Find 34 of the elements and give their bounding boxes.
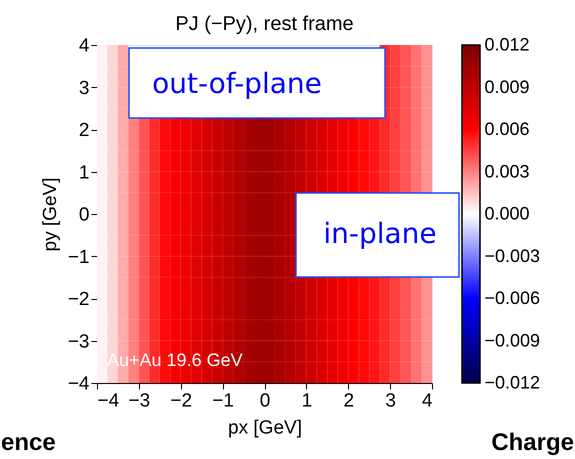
y-tick-label: −3 (68, 331, 90, 352)
y-tick-label: −2 (68, 289, 90, 310)
x-tick-label: −2 (170, 390, 192, 412)
x-tick-label: 3 (385, 390, 396, 412)
y-tick-label: 2 (78, 120, 90, 141)
color-bar-label: 0.006 (484, 119, 530, 139)
y-tick-label: −4 (68, 374, 90, 394)
x-tick-label: −1 (212, 390, 234, 412)
x-tick-label: −3 (128, 390, 150, 412)
color-bar-label: 0.000 (484, 204, 530, 224)
y-tick-label: 0 (78, 204, 90, 226)
chart-title: PJ (−Py), rest frame (175, 13, 354, 35)
x-tick-label: 4 (422, 390, 433, 412)
y-tick-label: 4 (78, 36, 90, 56)
y-tick-label: −1 (68, 246, 90, 268)
x-tick-label: 2 (343, 390, 354, 412)
y-tick-label: 1 (78, 162, 90, 184)
y-axis-title: py [GeV] (40, 178, 61, 252)
x-tick-label: −4 (98, 390, 120, 412)
y-tick-label: 3 (78, 78, 90, 99)
color-bar-label: −0.006 (484, 288, 540, 308)
color-bar-label: −0.009 (484, 330, 540, 350)
text: Charge (491, 429, 574, 456)
x-axis-title: px [GeV] (228, 418, 302, 438)
color-bar-label: 0.003 (484, 161, 530, 182)
x-tick-label: 1 (302, 390, 312, 412)
color-bar-label: −0.012 (484, 372, 540, 392)
annotation: out-of-plane (152, 67, 322, 100)
color-bar-label: 0.012 (484, 34, 530, 54)
x-tick-label: 0 (260, 390, 270, 412)
annotation: in-plane (323, 217, 437, 250)
color-bar-label: 0.009 (484, 76, 530, 97)
text: ence (1, 429, 56, 456)
color-bar-label: −0.003 (484, 246, 540, 266)
